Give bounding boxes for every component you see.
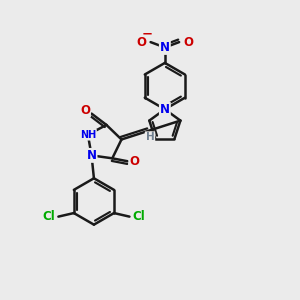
Text: O: O — [137, 36, 147, 49]
Text: N: N — [86, 149, 97, 162]
Text: Cl: Cl — [133, 210, 145, 223]
Text: Cl: Cl — [43, 210, 55, 223]
Text: N: N — [160, 103, 170, 116]
Text: O: O — [129, 155, 139, 168]
Text: NH: NH — [80, 130, 96, 140]
Text: −: − — [142, 27, 153, 40]
Text: H: H — [146, 132, 154, 142]
Text: N: N — [160, 41, 170, 54]
Text: O: O — [183, 36, 193, 49]
Text: O: O — [80, 103, 90, 116]
